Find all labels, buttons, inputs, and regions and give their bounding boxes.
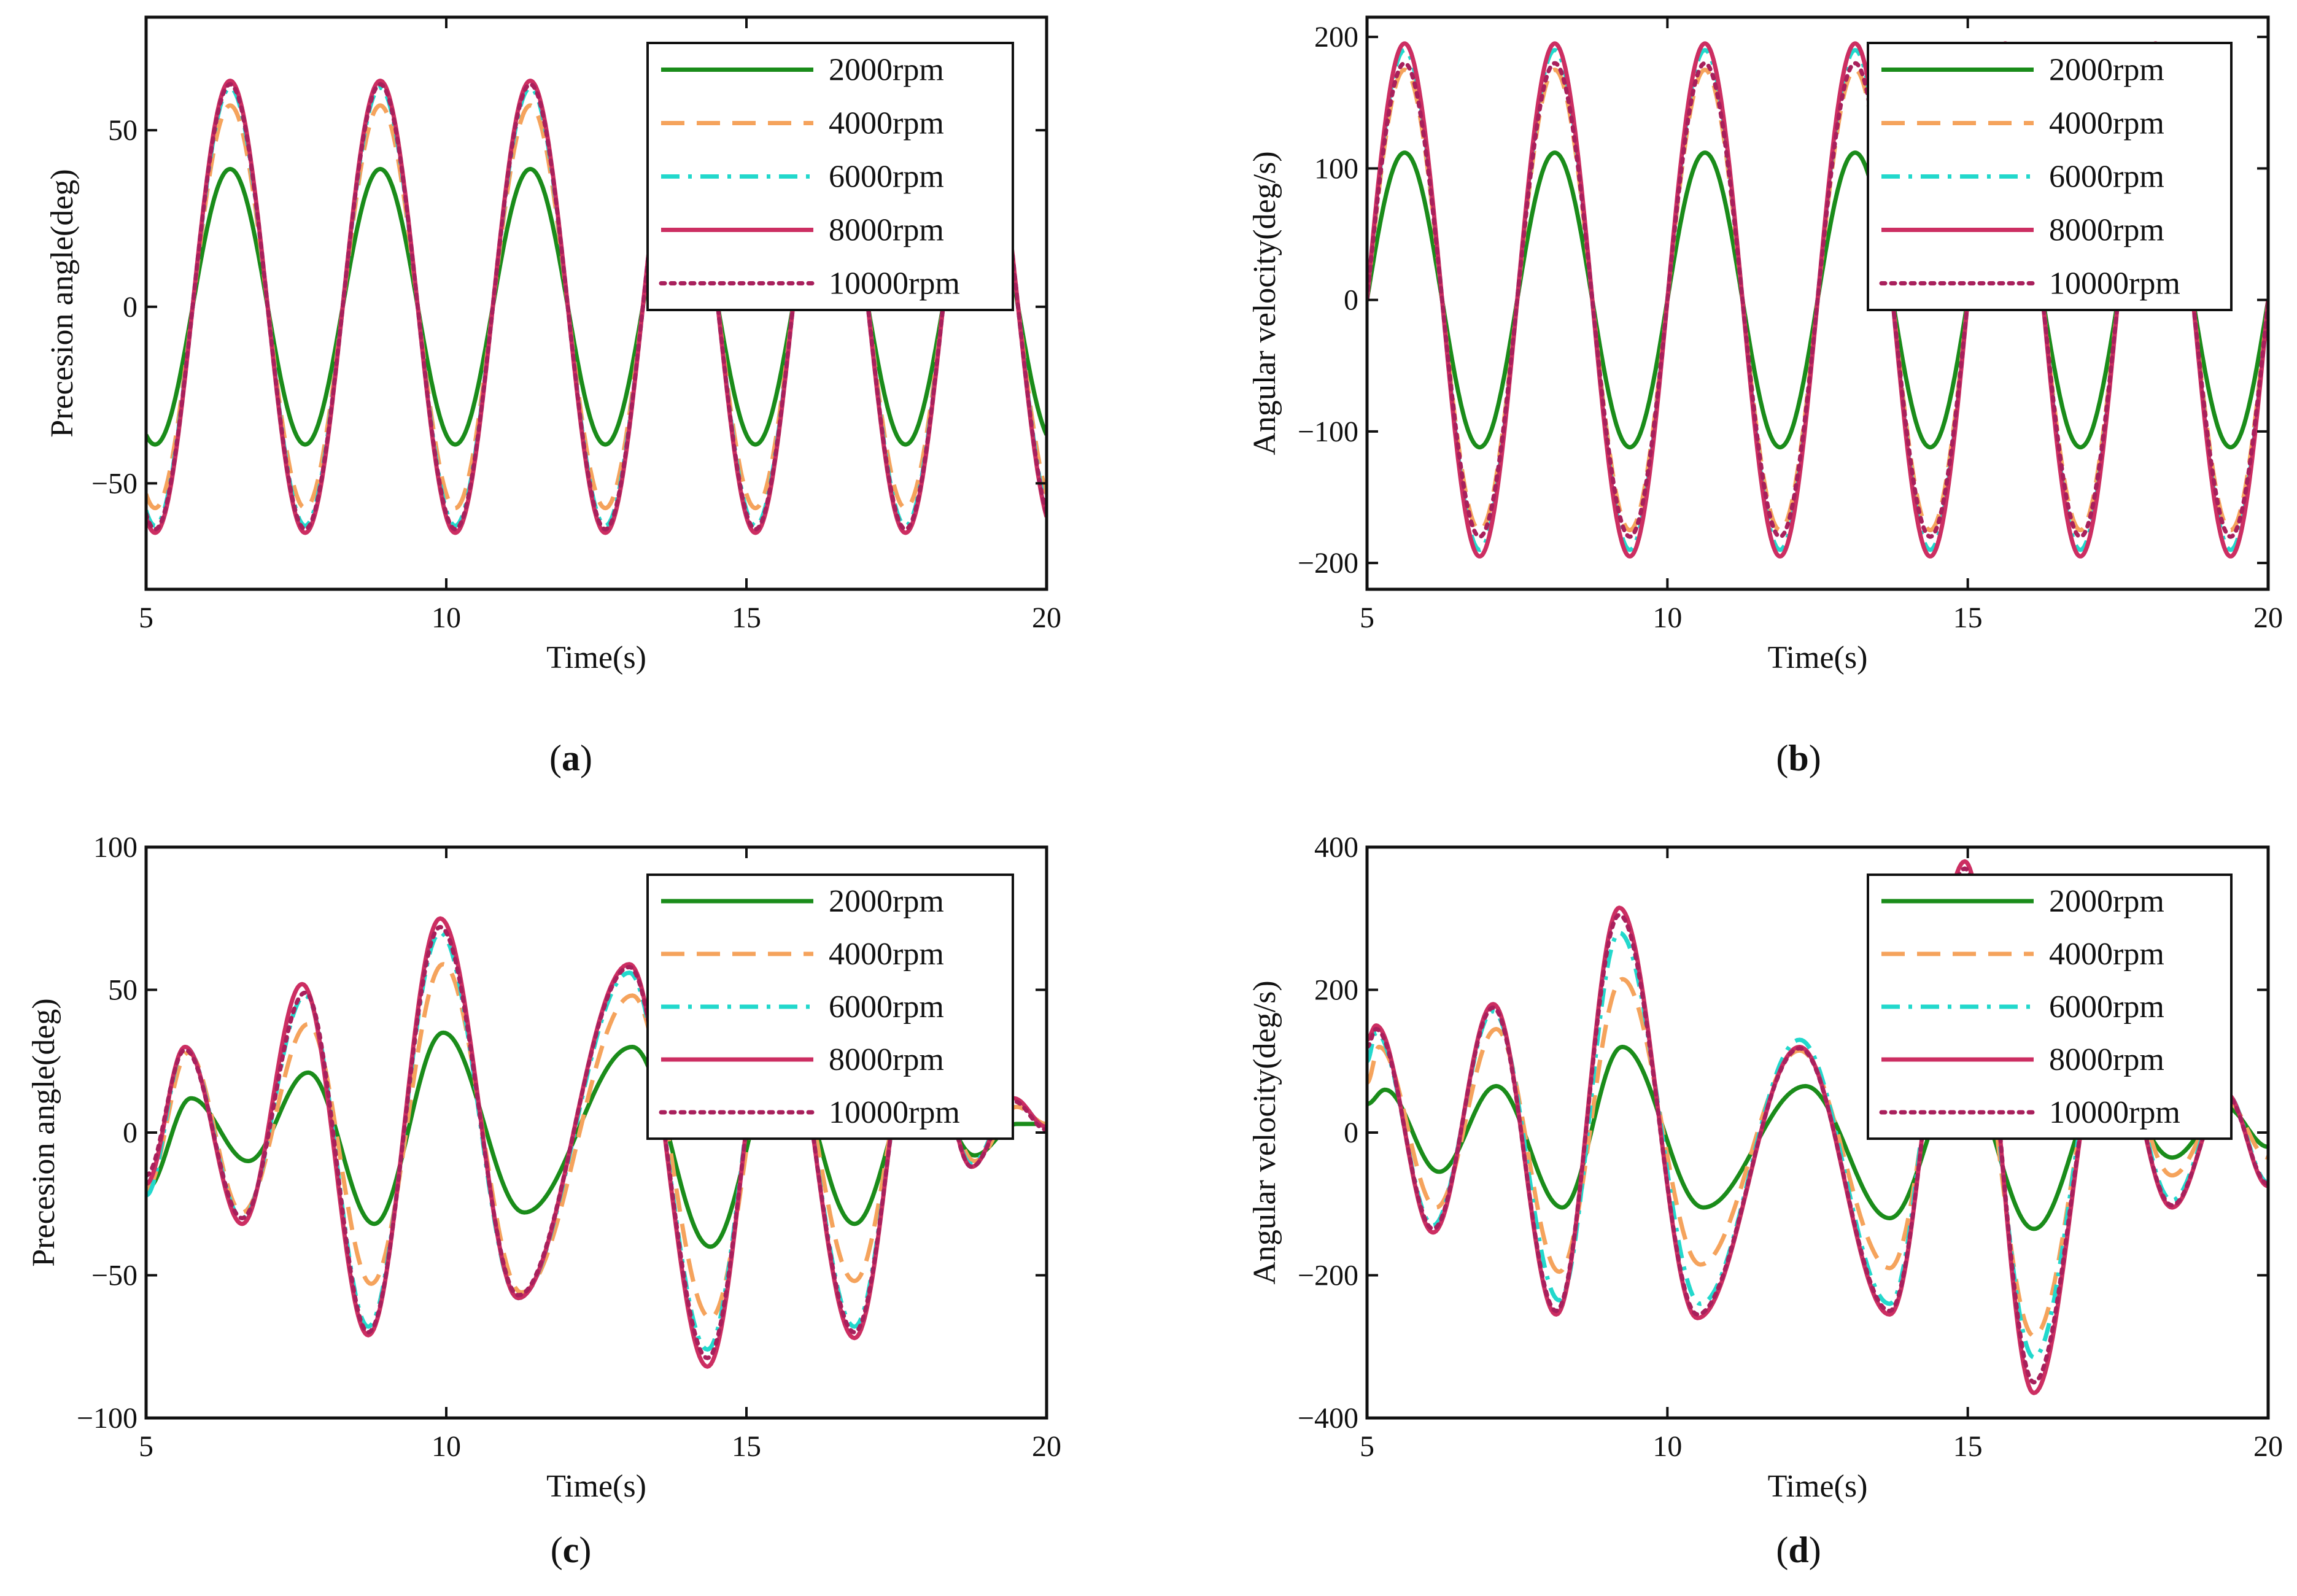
x-tick-label: 20 [1032,602,1061,634]
y-tick-label: 0 [123,291,138,323]
legend-label-6000rpm: 6000rpm [2049,990,2164,1025]
x-tick-label: 15 [732,1430,761,1463]
legend: 2000rpm 4000rpm 6000rpm 8000rpm 10000rpm [1867,874,2233,1140]
legend-box [646,42,1014,311]
legend-label-4000rpm: 4000rpm [829,937,944,972]
legend: 2000rpm 4000rpm 6000rpm 8000rpm 10000rpm [646,42,1014,311]
y-axis-label: Precesion angle(deg) [45,169,80,437]
legend: 2000rpm 4000rpm 6000rpm 8000rpm 10000rpm [646,874,1014,1140]
y-tick-label: −100 [77,1402,138,1435]
legend-label-10000rpm: 10000rpm [2049,266,2180,301]
series-line-10000rpm [1367,866,2268,1385]
panel-label: (d) [1776,1530,1821,1570]
x-tick-label: 20 [2253,602,2283,634]
y-tick-label: 50 [108,114,138,147]
legend-label-6000rpm: 6000rpm [829,990,944,1025]
series-line-10000rpm [146,82,1047,532]
panel-a: 5 10 15 20 −50 0 50 Time(s) Precesion angle(deg)… [45,15,1061,778]
plot-frame [144,15,1048,591]
legend-label-4000rpm: 4000rpm [829,106,944,141]
panel-label: (b) [1776,738,1821,778]
legend-label-8000rpm: 8000rpm [2049,1042,2164,1077]
y-axis-label: Angular velocity(deg/s) [1247,151,1282,455]
x-tick-label: 10 [432,1430,461,1463]
x-tick-label: 15 [732,602,761,634]
series-line-2000rpm [146,166,1047,447]
x-tick-label: 10 [432,602,461,634]
x-axis-label: Time(s) [1768,640,1868,675]
y-tick-label: 0 [1344,1117,1358,1149]
legend-label-10000rpm: 10000rpm [829,266,960,301]
legend-label-10000rpm: 10000rpm [829,1095,960,1130]
legend-label-2000rpm: 2000rpm [829,884,944,919]
x-axis-label: Time(s) [546,1469,646,1504]
series-line-4000rpm [146,103,1047,511]
x-tick-label: 15 [1953,1430,1983,1463]
panel-c: 5 10 15 20 −100 −50 0 50 100 Time(s) Precesion ang… [26,831,1061,1570]
legend-label-2000rpm: 2000rpm [829,53,944,88]
x-tick-label: 5 [139,1430,153,1463]
panel-label: (c) [551,1530,592,1570]
legend-label-6000rpm: 6000rpm [2049,160,2164,195]
legend-label-8000rpm: 8000rpm [2049,213,2164,248]
y-tick-label: −400 [1298,1402,1358,1435]
y-tick-label: 100 [93,831,138,864]
x-axis-label: Time(s) [1768,1469,1868,1504]
y-axis-label: Precesion angle(deg) [26,998,61,1266]
x-tick-label: 20 [1032,1430,1061,1463]
legend-label-2000rpm: 2000rpm [2049,53,2164,88]
y-tick-label: 0 [123,1117,138,1149]
y-tick-label: 200 [1314,21,1358,53]
panel-label: (a) [549,738,592,778]
legend-label-2000rpm: 2000rpm [2049,884,2164,919]
legend-label-4000rpm: 4000rpm [2049,106,2164,141]
legend: 2000rpm 4000rpm 6000rpm 8000rpm 10000rpm [1867,42,2233,311]
x-tick-label: 15 [1953,602,1983,634]
legend-label-8000rpm: 8000rpm [829,213,944,248]
y-axis-label: Angular velocity(deg/s) [1247,980,1282,1284]
series-group [146,79,1047,535]
legend-label-8000rpm: 8000rpm [829,1042,944,1077]
legend-label-4000rpm: 4000rpm [2049,937,2164,972]
y-tick-label: 0 [1344,284,1358,317]
y-tick-label: 50 [108,974,138,1007]
y-tick-label: −50 [91,467,138,500]
x-tick-label: 20 [2253,1430,2283,1463]
panel-d: 5 10 15 20 −400 −200 0 200 400 Time(s) Angular vel… [1247,831,2283,1570]
x-tick-label: 10 [1652,1430,1682,1463]
y-tick-label: −200 [1298,547,1358,579]
y-tick-label: 400 [1314,831,1358,864]
x-tick-label: 5 [1360,602,1374,634]
y-tick-label: −50 [91,1260,138,1292]
legend-label-6000rpm: 6000rpm [829,160,944,195]
panel-b: 5 10 15 20 −200 −100 0 100 200 Time(s) Angular vel… [1247,15,2283,778]
x-tick-label: 5 [139,602,153,634]
plot-frame [1365,15,2270,591]
y-tick-label: −100 [1298,416,1358,448]
y-tick-label: 100 [1314,152,1358,185]
x-axis-label: Time(s) [546,640,646,675]
legend-label-10000rpm: 10000rpm [2049,1095,2180,1130]
x-tick-label: 10 [1652,602,1682,634]
y-tick-label: −200 [1298,1260,1358,1292]
y-tick-label: 200 [1314,974,1358,1007]
x-tick-label: 5 [1360,1430,1374,1463]
